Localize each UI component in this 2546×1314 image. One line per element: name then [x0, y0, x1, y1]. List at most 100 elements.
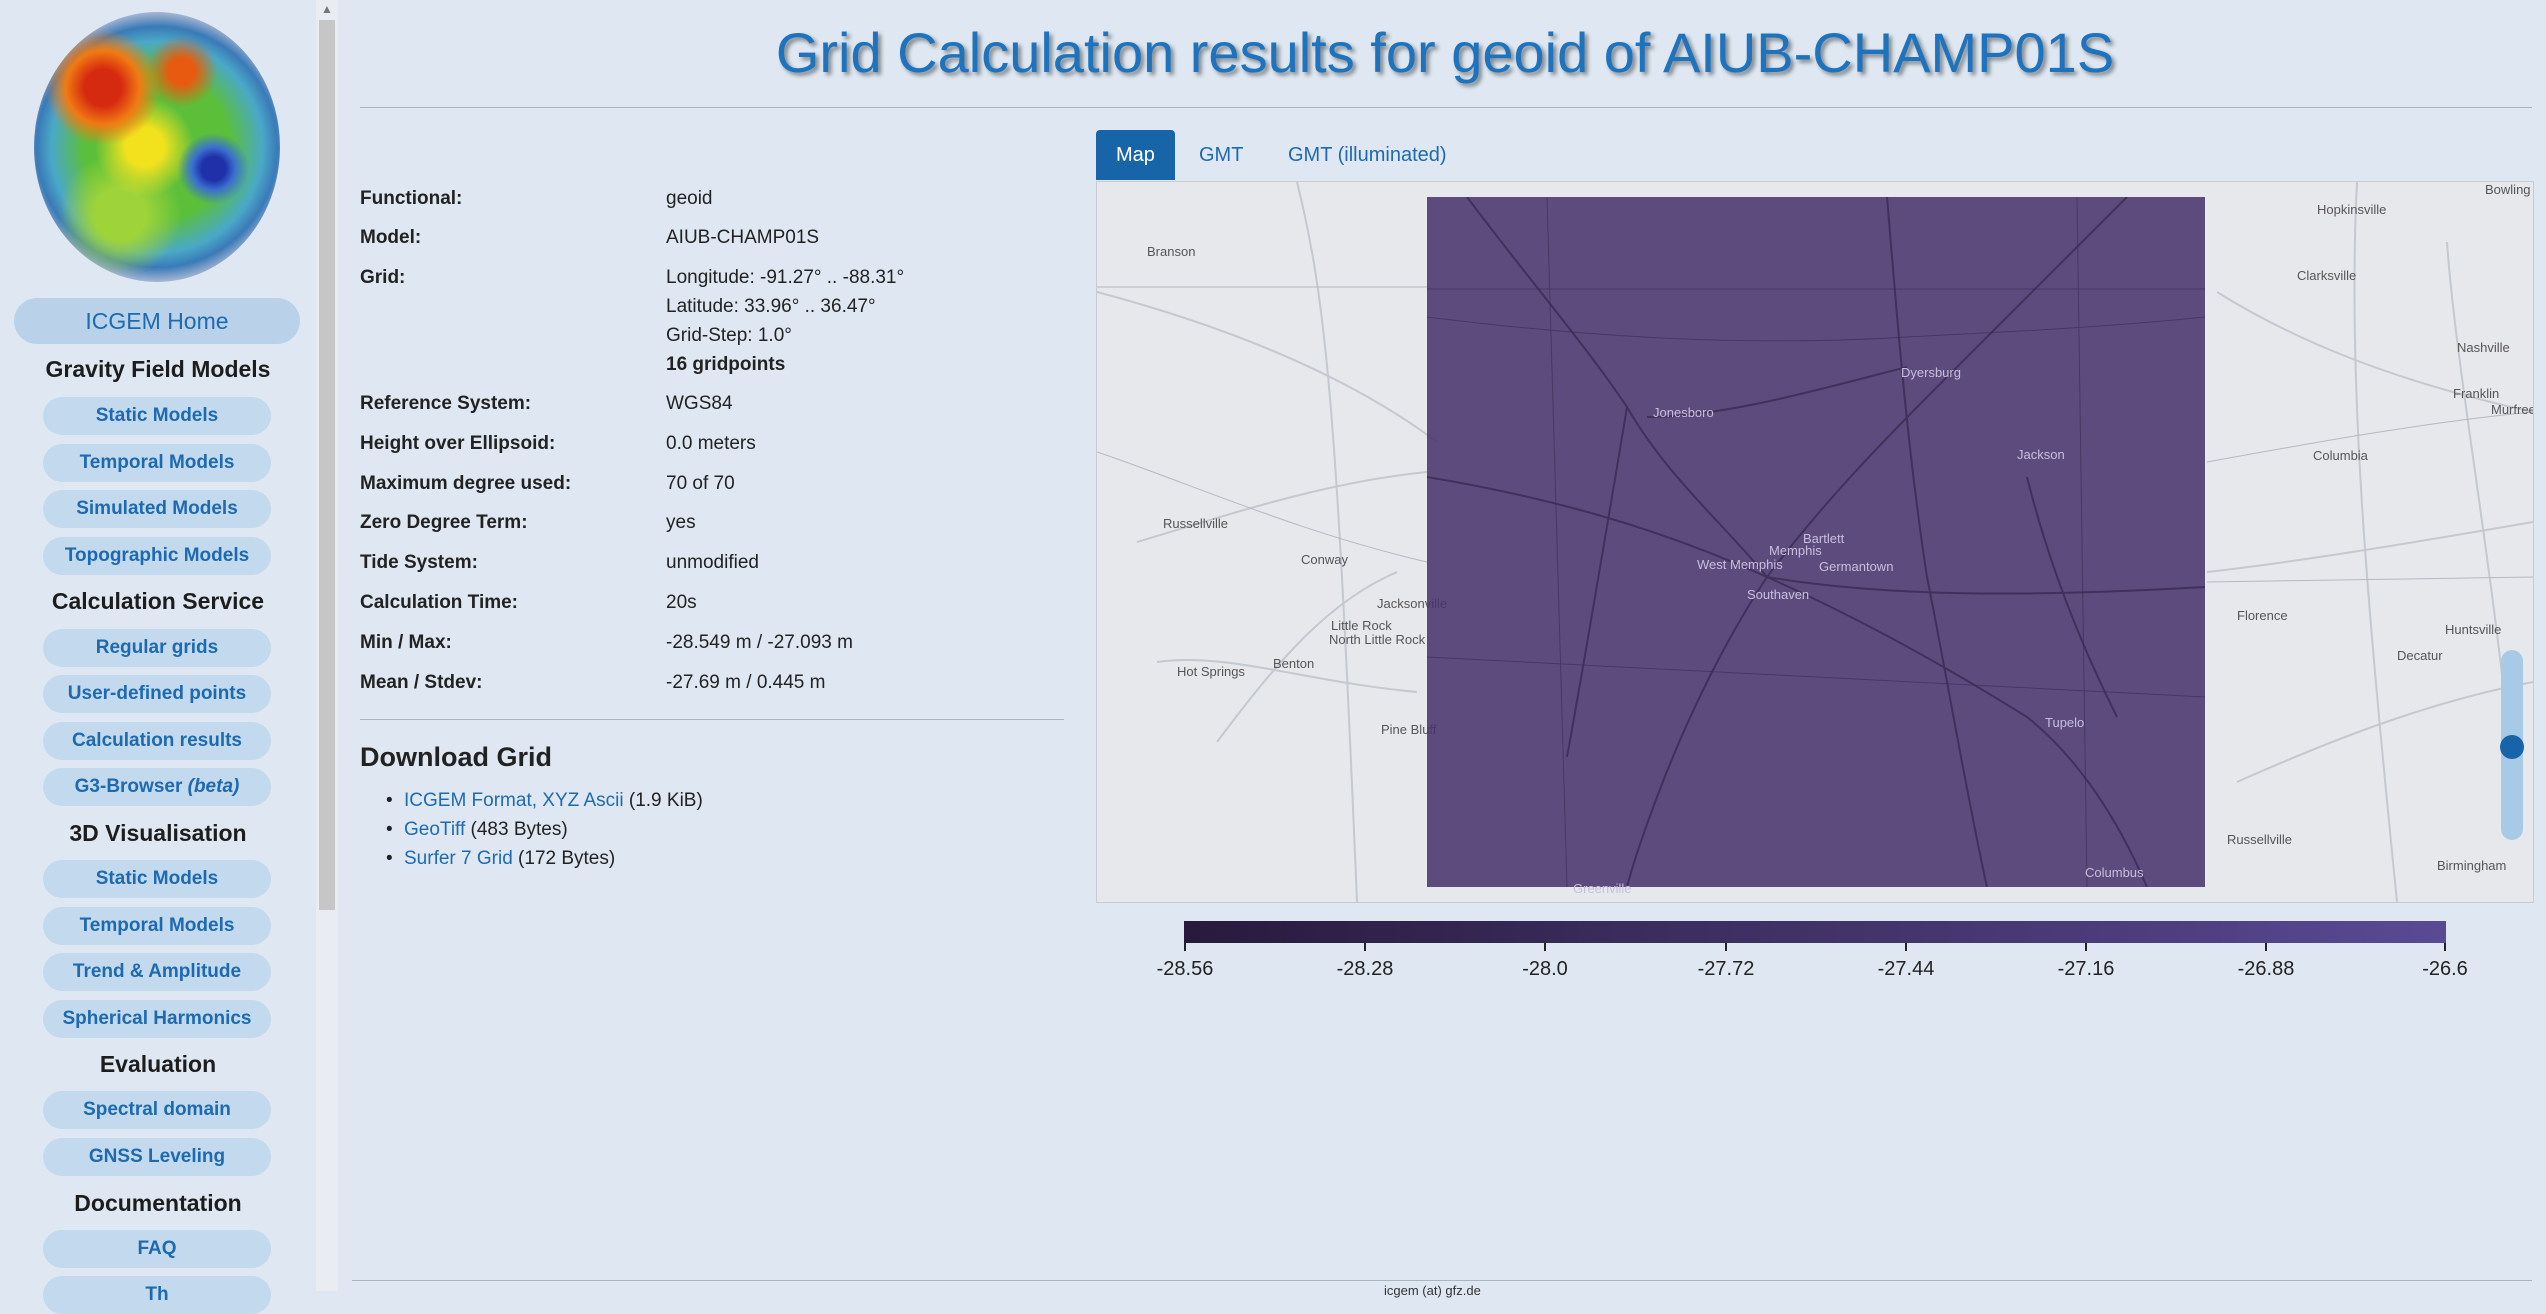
place-label: Columbia — [2313, 448, 2368, 463]
sidebar-item-simulated-models[interactable]: Simulated Models — [43, 490, 271, 528]
colorbar-tick-label: -27.44 — [1877, 958, 1935, 980]
sidebar-item-vis-static-models[interactable]: Static Models — [43, 860, 271, 898]
colorbar-tick — [1905, 943, 1907, 951]
min-max-label: Min / Max: — [360, 632, 452, 653]
colorbar — [1184, 921, 2446, 943]
place-label: Birmingham — [2437, 858, 2507, 873]
place-label: Little Rock — [1331, 618, 1392, 633]
place-label: Hopkinsville — [2317, 202, 2387, 217]
place-label: Tupelo — [2045, 715, 2085, 730]
bullet-icon: • — [386, 848, 393, 869]
place-label: North Little Rock — [1329, 632, 1426, 647]
grid-longitude: Longitude: -91.27° .. -88.31° — [666, 267, 905, 288]
calc-time-value: 20s — [666, 592, 697, 613]
sidebar-scrollbar[interactable]: ▲ — [316, 0, 338, 1291]
section-evaluation: Evaluation — [99, 1051, 217, 1077]
colorbar-tick-label: -28.28 — [1336, 958, 1394, 980]
sidebar-item-spectral-domain[interactable]: Spectral domain — [43, 1091, 271, 1129]
download-geotiff-link[interactable]: GeoTiff — [404, 819, 466, 840]
tab-gmt[interactable]: GMT — [1199, 144, 1244, 166]
g3-browser-label: G3-Browser — [74, 776, 183, 797]
colorbar-tick — [1364, 943, 1366, 951]
scroll-thumb[interactable] — [319, 20, 335, 910]
zoom-slider-handle[interactable] — [2500, 735, 2524, 759]
map-view[interactable]: Branson Russellville Conway Jacksonville… — [1096, 181, 2534, 903]
icgem-home-button[interactable]: ICGEM Home — [14, 298, 300, 344]
min-max-value: -28.549 m / -27.093 m — [666, 632, 853, 653]
colorbar-tick — [2085, 943, 2087, 951]
sidebar-item-gnss-leveling[interactable]: GNSS Leveling — [43, 1138, 271, 1176]
tab-map[interactable]: Map — [1096, 130, 1175, 180]
height-value: 0.0 meters — [666, 433, 756, 454]
place-label: Hot Springs — [1177, 664, 1245, 679]
geoid-grid-overlay: Jonesboro Dyersburg Jackson Bartlett Mem… — [1427, 197, 2205, 896]
sidebar-item-regular-grids[interactable]: Regular grids — [43, 629, 271, 667]
place-label: Florence — [2237, 608, 2288, 623]
download-surfer-link[interactable]: Surfer 7 Grid — [404, 848, 513, 869]
functional-label: Functional: — [360, 188, 463, 209]
sidebar-item-g3-browser[interactable]: G3-Browser (beta) — [43, 768, 271, 806]
place-label: Russellville — [1163, 516, 1229, 531]
sidebar-item-spherical-harmonics[interactable]: Spherical Harmonics — [43, 1000, 271, 1038]
sidebar-item-topographic-models[interactable]: Topographic Models — [43, 537, 271, 575]
model-value: AIUB-CHAMP01S — [666, 227, 820, 248]
place-label: Bowling — [2485, 182, 2531, 197]
section-calculation-service: Calculation Service — [51, 588, 265, 614]
sidebar-item-vis-temporal-models[interactable]: Temporal Models — [43, 907, 271, 945]
sidebar-item-user-defined-points[interactable]: User-defined points — [43, 675, 271, 713]
colorbar-tick — [2444, 943, 2446, 951]
download-grid-heading: Download Grid — [360, 742, 552, 772]
zero-degree-value: yes — [666, 512, 696, 533]
place-label: Benton — [1273, 656, 1315, 671]
mean-stdev-label: Mean / Stdev: — [360, 672, 483, 693]
grid-latitude: Latitude: 33.96° .. 36.47° — [666, 296, 876, 317]
colorbar-tick — [2265, 943, 2267, 951]
tide-system-value: unmodified — [666, 552, 759, 573]
grid-points: 16 gridpoints — [666, 354, 786, 375]
place-label: Pine Bluff — [1381, 722, 1437, 737]
download-item: • GeoTiff (483 Bytes) — [386, 819, 568, 841]
download-xyz-link[interactable]: ICGEM Format, XYZ Ascii — [404, 790, 624, 811]
place-label: Huntsville — [2445, 622, 2502, 637]
sidebar-item-faq[interactable]: FAQ — [43, 1230, 271, 1268]
reference-system-label: Reference System: — [360, 393, 532, 414]
footer-divider — [352, 1280, 2532, 1281]
tide-system-label: Tide System: — [360, 552, 478, 573]
place-label: Bartlett — [1803, 531, 1845, 546]
sidebar-item-static-models[interactable]: Static Models — [43, 397, 271, 435]
scroll-up-arrow-icon[interactable]: ▲ — [321, 2, 333, 16]
bullet-icon: • — [386, 790, 393, 811]
max-degree-label: Maximum degree used: — [360, 473, 572, 494]
calc-time-label: Calculation Time: — [360, 592, 519, 613]
place-label: Branson — [1147, 244, 1196, 259]
download-surfer-size: (172 Bytes) — [518, 848, 616, 869]
height-label: Height over Ellipsoid: — [360, 433, 556, 454]
place-label: Southaven — [1747, 587, 1810, 602]
globe-logo[interactable] — [34, 12, 280, 282]
section-3d-visualisation: 3D Visualisation — [69, 820, 247, 846]
max-degree-value: 70 of 70 — [666, 473, 735, 494]
place-label: Conway — [1301, 552, 1348, 567]
sidebar-item-calculation-results[interactable]: Calculation results — [43, 722, 271, 760]
sidebar-item-temporal-models[interactable]: Temporal Models — [43, 444, 271, 482]
tab-gmt-illuminated[interactable]: GMT (illuminated) — [1288, 144, 1447, 166]
place-label: Clarksville — [2297, 268, 2357, 283]
colorbar-tick-label: -26.88 — [2237, 958, 2295, 980]
place-label: Jonesboro — [1653, 405, 1714, 420]
colorbar-tick-label: -27.16 — [2057, 958, 2115, 980]
colorbar-tick — [1184, 943, 1186, 951]
sidebar-item-partial[interactable]: Th — [43, 1276, 271, 1314]
download-item: • ICGEM Format, XYZ Ascii (1.9 KiB) — [386, 790, 703, 812]
mean-stdev-value: -27.69 m / 0.445 m — [666, 672, 826, 693]
place-label: Russellville — [2227, 832, 2293, 847]
place-label: Germantown — [1819, 559, 1894, 574]
colorbar-tick-label: -28.0 — [1522, 958, 1568, 980]
place-label: Franklin — [2453, 386, 2500, 401]
colorbar-tick — [1725, 943, 1727, 951]
bullet-icon: • — [386, 819, 393, 840]
colorbar-tick — [1544, 943, 1546, 951]
place-label: Greenville — [1573, 881, 1632, 896]
sidebar-item-trend-amplitude[interactable]: Trend & Amplitude — [43, 953, 271, 991]
download-xyz-size: (1.9 KiB) — [628, 790, 703, 811]
place-label: Nashville — [2457, 340, 2510, 355]
